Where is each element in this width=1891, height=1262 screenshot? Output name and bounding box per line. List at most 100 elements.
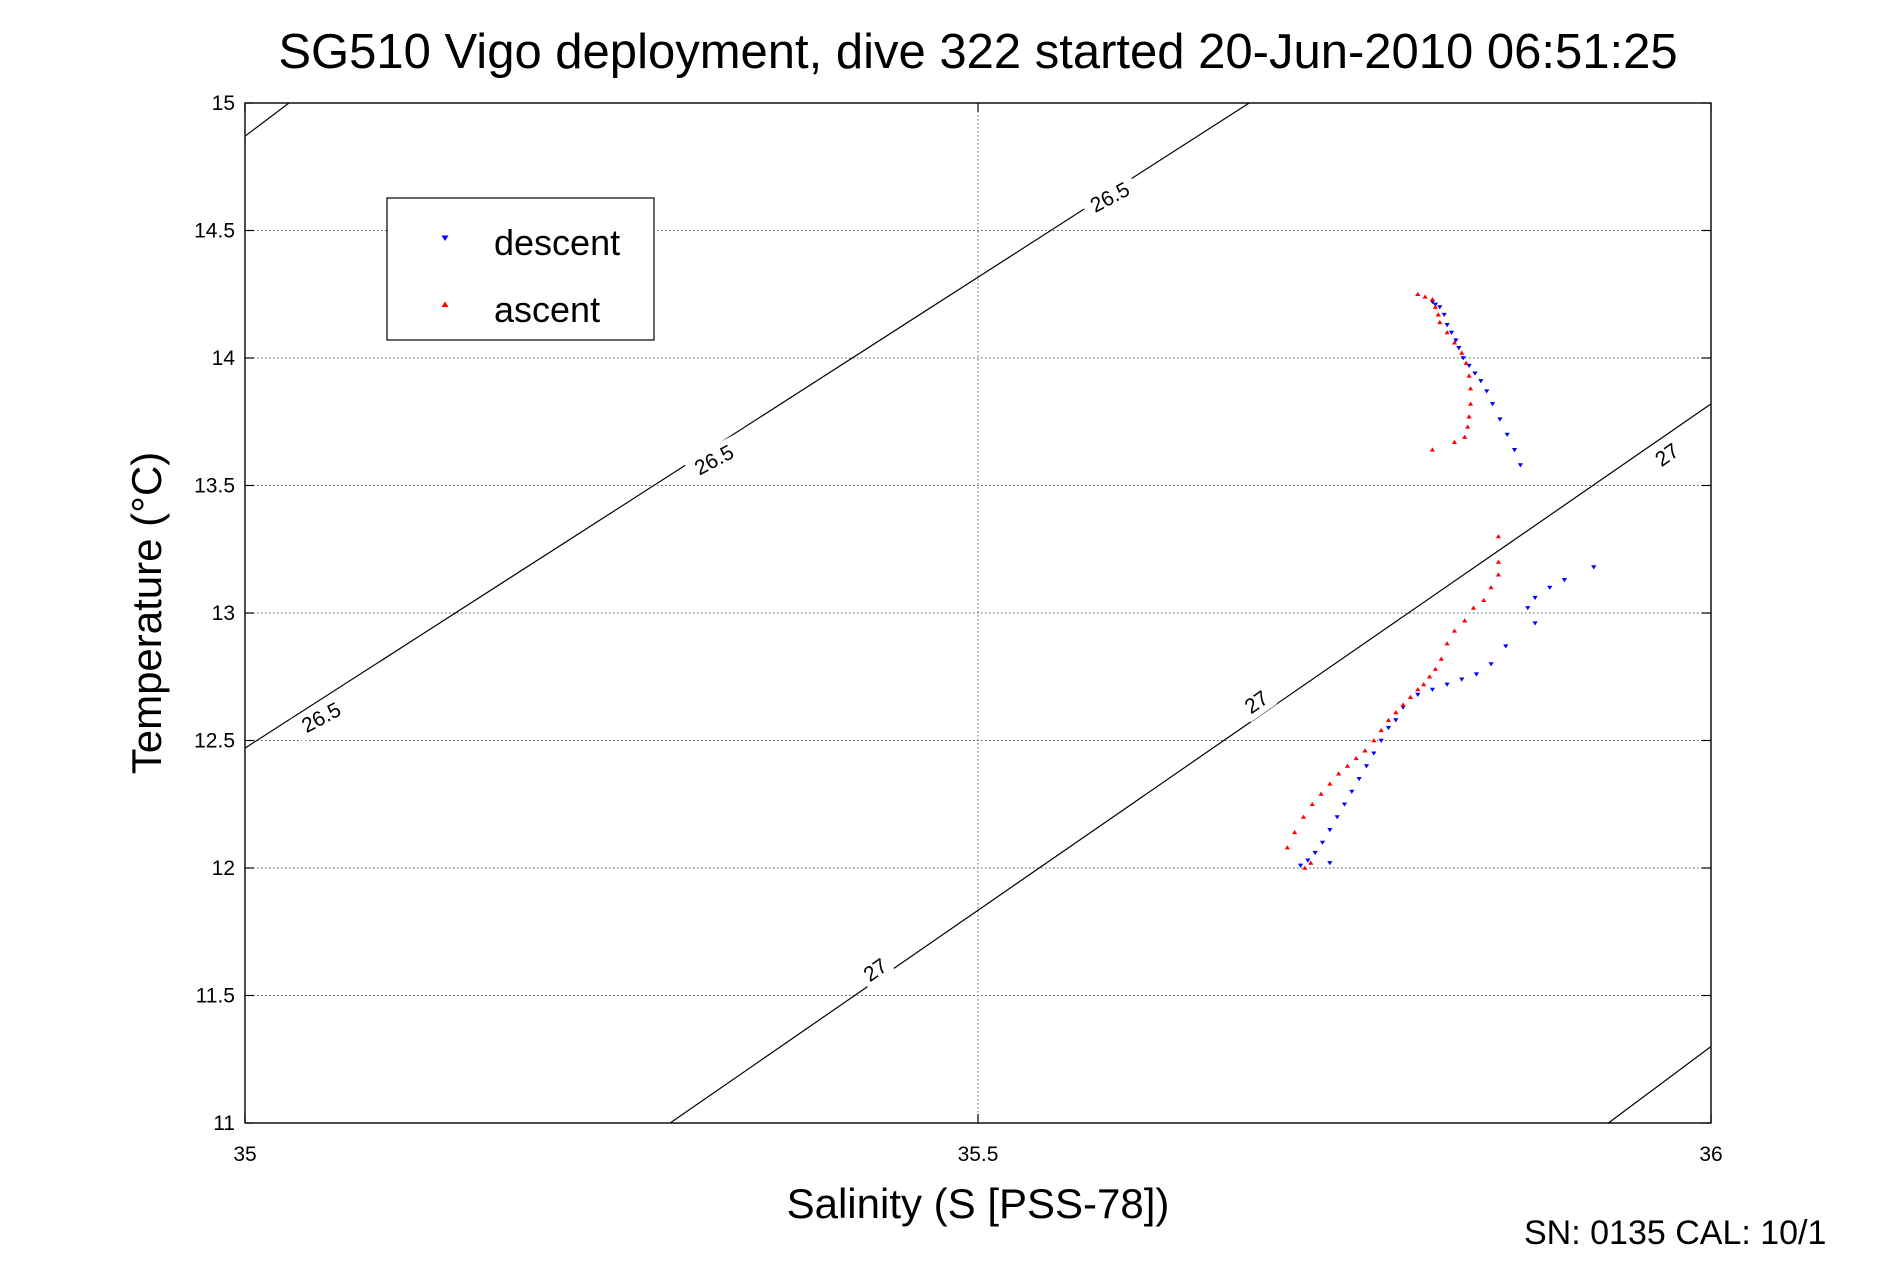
x-axis-label: Salinity (S [PSS-78])	[787, 1180, 1170, 1227]
axis-ticks: 35 35.5 36 11 11.5 12 12.5 13 13.5 14 14.5 15	[194, 92, 1723, 1166]
descent-point	[1385, 725, 1392, 731]
descent-point	[1378, 738, 1384, 743]
descent-point	[1349, 789, 1355, 794]
descent-point	[1473, 672, 1480, 677]
ascent-point	[1318, 791, 1324, 796]
ascent-point	[1463, 360, 1469, 365]
ascent-point	[1481, 597, 1487, 603]
y-axis-label: Temperature (°C)	[123, 452, 170, 775]
y-tick-label: 14	[212, 347, 236, 370]
contour-label-bg	[1235, 682, 1278, 723]
descent-point	[1448, 330, 1455, 335]
legend-ascent-label: ascent	[494, 289, 600, 330]
ascent-point	[1371, 738, 1377, 743]
descent-point	[1305, 858, 1311, 863]
ascent-point	[1362, 748, 1368, 753]
legend-ascent-marker	[441, 301, 449, 307]
descent-point	[1489, 402, 1496, 407]
isopycnal-line	[244, 102, 290, 137]
descent-point	[1312, 850, 1318, 856]
ascent-point	[1426, 674, 1433, 679]
descent-point	[1319, 840, 1326, 845]
contour-label-bg	[1646, 435, 1688, 475]
descent-point	[1547, 585, 1553, 590]
serial-calibration-note: SN: 0135 CAL: 10/1	[1524, 1214, 1826, 1252]
descent-point	[1341, 802, 1348, 807]
descent-point	[1460, 356, 1466, 361]
descent-point	[1297, 863, 1304, 868]
ascent-point	[1308, 860, 1314, 865]
descent-point	[1591, 565, 1597, 570]
descent-point	[1441, 312, 1447, 318]
descent-point	[1488, 662, 1494, 667]
descent-point	[1363, 764, 1370, 769]
isopycnal-line	[1608, 1046, 1712, 1124]
ascent-point	[1378, 727, 1384, 733]
ascent-point	[1393, 710, 1399, 715]
descent-point	[1503, 644, 1509, 649]
descent-point	[1497, 417, 1503, 422]
descent-point	[1532, 621, 1538, 626]
ascent-point	[1444, 641, 1450, 646]
ascent-point	[1344, 763, 1351, 768]
descent-point	[1511, 448, 1518, 453]
contour-label-bg	[290, 692, 353, 743]
x-tick-label: 36	[1699, 1143, 1722, 1166]
y-tick-label: 14.5	[194, 220, 235, 243]
descent-point	[1478, 379, 1484, 384]
ascent-point	[1284, 845, 1290, 850]
descent-point	[1456, 346, 1462, 351]
descent-point	[1444, 323, 1450, 328]
descent-point	[1525, 606, 1531, 611]
descent-point	[1484, 389, 1490, 394]
ascent-point	[1470, 605, 1477, 610]
ascent-point	[1438, 656, 1444, 661]
descent-point	[1334, 815, 1340, 820]
data-points	[1284, 291, 1597, 870]
ascent-point	[1459, 350, 1465, 355]
ascent-point	[1495, 572, 1502, 577]
ascent-point	[1462, 434, 1468, 439]
ascent-point	[1462, 618, 1468, 623]
ascent-point	[1309, 801, 1315, 807]
ascent-point	[1385, 717, 1392, 722]
ascent-point	[1466, 414, 1472, 419]
ascent-point	[1415, 687, 1421, 692]
chart-title: SG510 Vigo deployment, dive 322 started …	[278, 25, 1677, 79]
ascent-point	[1495, 534, 1502, 539]
descent-point	[1444, 682, 1450, 687]
contour-label-bg	[683, 435, 745, 485]
y-tick-label: 13	[212, 602, 235, 625]
descent-point	[1504, 432, 1510, 437]
descent-point	[1429, 687, 1436, 692]
grid-lines	[245, 103, 1711, 1123]
ascent-point	[1451, 628, 1458, 633]
y-tick-label: 11.5	[196, 985, 235, 1008]
ascent-point	[1437, 319, 1443, 325]
y-tick-label: 11	[213, 1112, 235, 1135]
ascent-point	[1336, 771, 1342, 776]
ascent-point	[1302, 865, 1308, 870]
ascent-point	[1415, 291, 1421, 297]
ascent-point	[1451, 439, 1458, 444]
legend-descent-marker	[441, 235, 449, 241]
contour-label-bg	[1079, 172, 1141, 222]
ascent-point	[1467, 401, 1474, 406]
ascent-point	[1327, 781, 1333, 786]
contour-label-bg	[854, 950, 896, 990]
descent-point	[1459, 677, 1465, 682]
descent-point	[1327, 861, 1333, 866]
legend-box	[386, 197, 655, 341]
ascent-point	[1467, 386, 1474, 391]
x-tick-label: 35	[233, 1143, 256, 1166]
ascent-point	[1432, 666, 1438, 671]
ascent-point	[1435, 312, 1441, 317]
y-tick-label: 12	[212, 857, 235, 880]
ascent-point	[1429, 447, 1436, 452]
ascent-point	[1451, 340, 1458, 345]
isopycnal-line	[669, 403, 1712, 1124]
descent-point	[1453, 338, 1459, 343]
ascent-point	[1488, 585, 1494, 590]
